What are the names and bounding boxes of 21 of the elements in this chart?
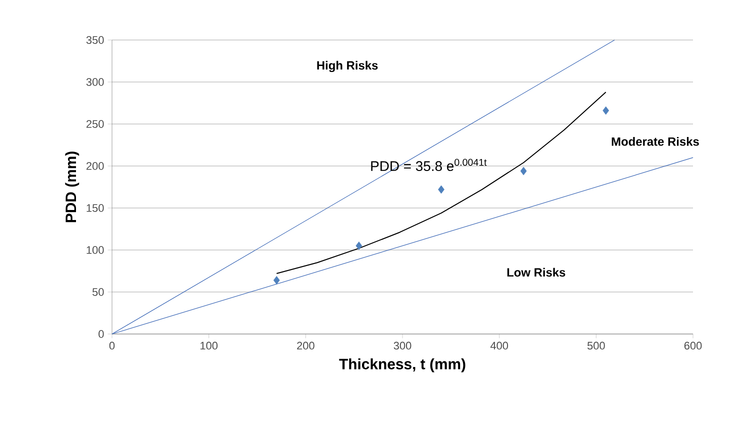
y-tick-label: 0 (98, 330, 104, 338)
x-tick-label: 100 (200, 342, 218, 350)
x-tick-label: 400 (490, 342, 508, 350)
x-tick-label: 600 (684, 342, 702, 350)
annotation: PDD = 35.8 e$^{0.0041t}$ (371, 158, 487, 172)
y-tick-label: 100 (86, 246, 104, 254)
x-tick-label: 500 (587, 342, 605, 350)
x-tick-label: 0 (109, 342, 115, 350)
x-tick-label: 200 (297, 342, 314, 350)
annotation: High Risks (317, 60, 378, 72)
y-tick-label: 300 (86, 78, 104, 86)
x-tick-label: 300 (394, 342, 412, 350)
y-tick-label: 150 (86, 204, 104, 212)
y-tick-label: 200 (86, 162, 104, 170)
y-tick-label: 250 (86, 120, 104, 128)
annotation: Low Risks (507, 268, 566, 277)
y-tick-label: 50 (92, 288, 104, 296)
y-tick-label: 350 (86, 36, 104, 44)
annotation: Moderate Risks (612, 137, 699, 146)
y-axis-title: PDD (mm) (65, 152, 80, 222)
x-axis-title: Thickness, t (mm) (339, 358, 466, 372)
